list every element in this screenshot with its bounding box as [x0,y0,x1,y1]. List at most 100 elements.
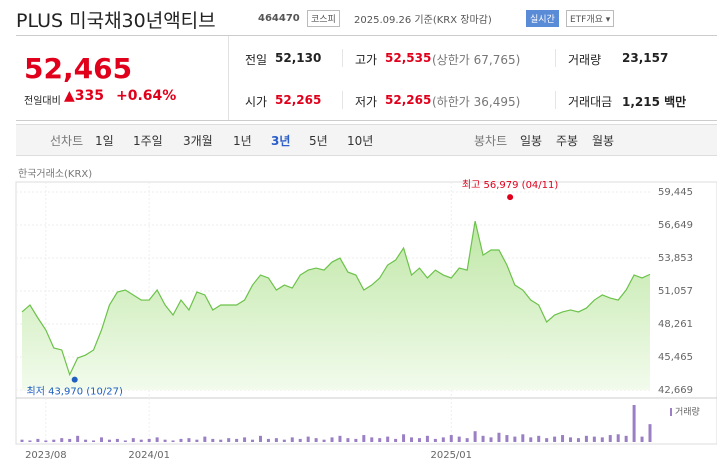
divider [555,91,556,109]
volume-bar [402,434,406,442]
y-tick-label: 45,465 [658,352,693,363]
volume-bar [433,438,437,442]
volume-bar [441,437,445,442]
volume-bar [147,438,151,442]
volume-bar [640,436,644,442]
quote-label: 거래대금 [568,95,613,109]
volume-bar [497,432,501,442]
source: 한국거래소(KRX) [18,169,93,180]
volume-bar [36,438,40,442]
volume-bar [258,435,262,442]
price: 52,465 [24,52,133,85]
volume-bar [378,438,382,442]
volume-bar [489,437,493,442]
quote-value: 1,215 백만 [622,95,687,109]
etf-overview[interactable]: ETF개요 ▾ [566,10,615,27]
tab[interactable]: 1일 [95,134,114,148]
volume-bar [457,436,461,442]
tab[interactable]: 5년 [309,134,328,148]
date: 2025.09.26 기준(KRX 장마감) [354,15,492,26]
volume-bar [521,434,525,442]
tab-bar [16,124,717,156]
tab[interactable]: 1주일 [133,134,163,148]
quote-value: 52,535 [385,51,432,65]
realtime-badge[interactable]: 실시간 [526,10,559,27]
volume-bar [338,435,342,442]
quote-label: 시가 [245,95,268,109]
volume-bar [28,440,32,442]
tab[interactable]: 주봉 [556,134,579,148]
code: 464470 [258,13,300,24]
volume-bar [266,438,270,442]
volume-bar [274,438,278,442]
volume-bar [99,437,103,442]
volume-bar [584,435,588,442]
volume-bar [314,438,318,442]
quote-label: 전일 [245,53,268,67]
volume-bar [179,438,183,442]
y-tick-label: 51,057 [658,286,693,297]
tab[interactable]: 일봉 [520,134,543,148]
tab[interactable]: 3개월 [183,134,213,148]
volume-bar [139,439,143,442]
volume-bar [616,434,620,442]
volume-bar [425,435,429,442]
quote-note: (하한가 36,495) [432,95,521,109]
market-badge: 코스피 [307,10,340,27]
plot-frame [15,181,717,445]
volume-bar [505,435,509,442]
area [22,221,650,390]
volume-bar [203,436,207,442]
volume-bar [68,438,72,442]
volume-bar [131,438,135,442]
volume-bar [624,435,628,442]
volume-bar [553,436,557,442]
max-annotation: 최고 56,979 (04/11) [462,179,558,191]
volume-bar [394,438,398,442]
volume-bar [529,437,533,442]
tab[interactable]: 10년 [347,134,374,148]
volume-bar [346,438,350,442]
divider [228,36,229,120]
quote-note: (상한가 67,765) [432,53,521,67]
volume-bar [187,438,191,442]
tab[interactable]: 월봉 [592,134,615,148]
volume-bar [92,440,96,442]
volume-bar [576,438,580,442]
volume-bar [481,435,485,442]
legend-label: 거래량 [675,406,700,418]
volume-bar [227,438,231,442]
volume-bar [600,437,604,442]
y-tick-label: 48,261 [658,319,693,330]
volume-bar [370,437,374,442]
y-tick-label: 59,445 [658,187,693,198]
volume-bar [513,436,517,442]
x-tick-label: 2023/08 [25,450,67,461]
volume-bar [362,435,366,442]
volume-bar [163,439,167,442]
volume-bar [251,439,255,442]
line [21,220,651,377]
divider [555,49,556,67]
title: PLUS 미국채30년액티브 [16,10,216,32]
volume-bar [107,439,111,442]
divider [342,49,343,67]
tab-label: 봉차트 [474,134,508,148]
volume-bar [473,431,477,442]
max-marker [507,194,514,201]
volume-bar [648,424,652,442]
change-label: 전일대비 [24,96,61,107]
quote-value: 23,157 [622,51,669,65]
volume-bar [123,440,127,442]
volume-bar [290,437,294,442]
tab[interactable]: 1년 [233,134,252,148]
volume-bar [282,439,286,442]
tab[interactable]: 3년 [271,134,291,148]
divider [16,35,717,36]
volume-bar [330,437,334,442]
volume-bar [52,439,56,442]
quote-label: 저가 [355,95,378,109]
x-tick-label: 2024/01 [128,450,170,461]
y-tick-label: 42,669 [658,385,693,396]
volume-bar [322,439,326,442]
